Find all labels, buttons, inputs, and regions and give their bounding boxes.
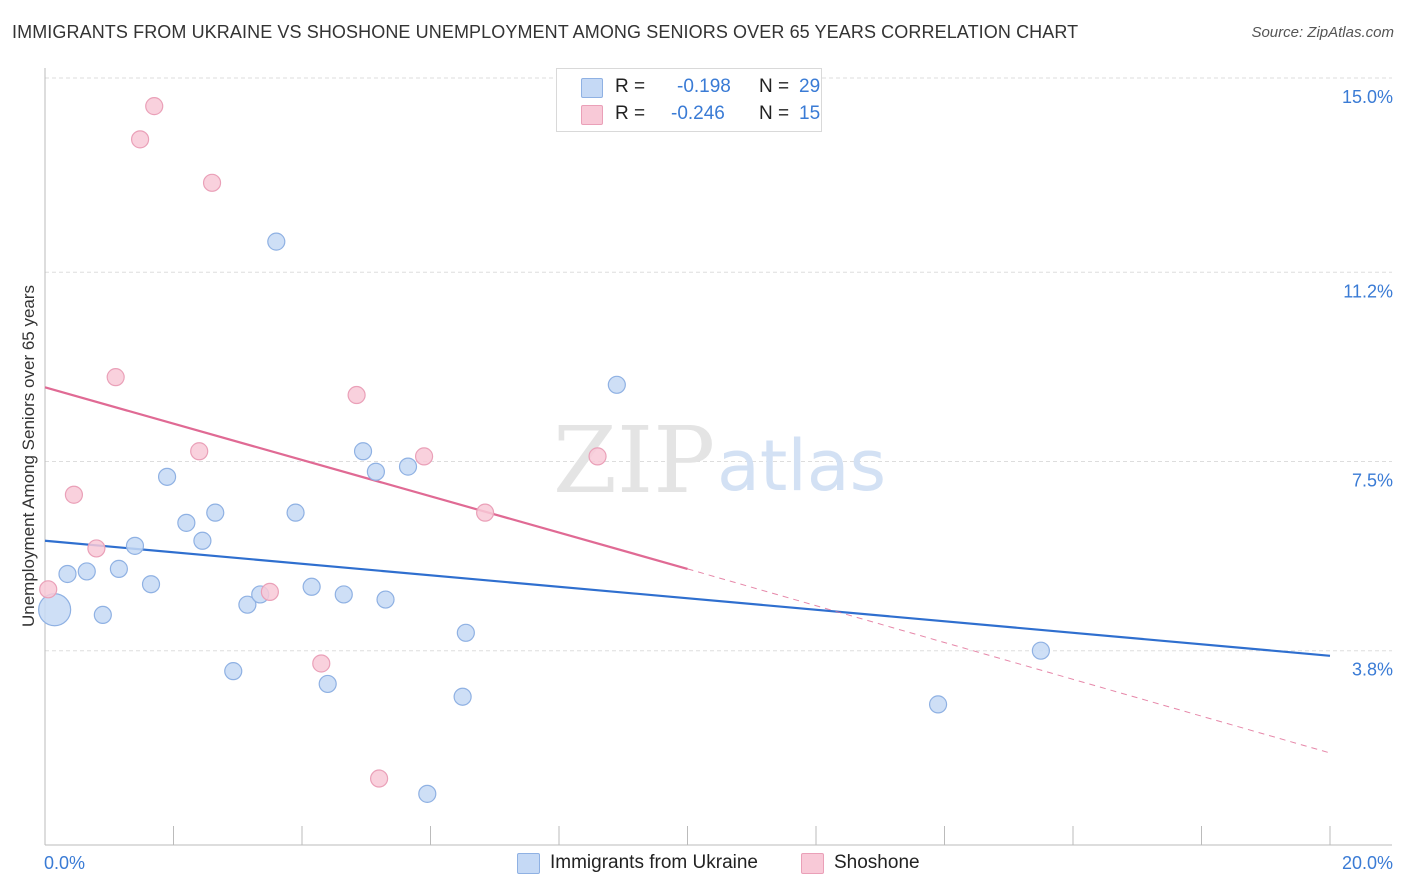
point-ukraine [77, 562, 96, 581]
point-ukraine [109, 559, 128, 578]
legend-n-value: 29 [799, 76, 821, 97]
point-ukraine [376, 590, 395, 609]
point-shoshone [476, 503, 495, 522]
watermark-atlas: atlas [717, 425, 886, 507]
point-shoshone [190, 442, 209, 461]
point-ukraine [353, 442, 373, 461]
point-ukraine [453, 687, 472, 706]
point-ukraine [141, 575, 161, 594]
point-ukraine [418, 784, 437, 803]
legend-r-value: -0.198 [677, 76, 731, 97]
legend-r-label: R = [615, 76, 646, 97]
legend-swatch-pink [581, 105, 603, 125]
axes [44, 68, 1392, 846]
source-label: Source: ZipAtlas.com [1251, 24, 1394, 41]
point-shoshone [414, 447, 434, 466]
point-shoshone [106, 368, 125, 387]
x-tick-label: 20.0% [1342, 853, 1393, 873]
point-ukraine [318, 674, 337, 694]
trend-line-shoshone-extension [687, 568, 1331, 754]
point-shoshone [145, 97, 164, 116]
trend-lines [44, 386, 1331, 754]
data-points [38, 97, 1050, 803]
point-ukraine [38, 593, 72, 627]
y-tick-label: 3.8% [1352, 660, 1393, 680]
watermark: ZIP atlas [553, 407, 886, 514]
y-tick-label: 15.0% [1342, 87, 1393, 107]
y-tick-label: 11.2% [1343, 281, 1393, 301]
legend-n-label: N = [759, 103, 790, 124]
bottom-legend-label: Immigrants from Ukraine [550, 852, 758, 873]
point-ukraine [286, 503, 305, 522]
point-shoshone [202, 173, 222, 192]
point-shoshone [347, 385, 366, 405]
bottom-legend-swatch-pink [801, 853, 824, 874]
point-ukraine [58, 564, 77, 584]
point-ukraine [928, 695, 948, 714]
trend-line-ukraine [44, 539, 1331, 657]
point-ukraine [302, 577, 321, 596]
trend-line-shoshone [44, 386, 688, 570]
point-shoshone [64, 485, 84, 504]
point-ukraine [206, 503, 225, 522]
y-axis-label: Unemployment Among Seniors over 65 years [19, 285, 38, 627]
watermark-zip: ZIP [553, 407, 715, 514]
legend-n-value: 15 [799, 103, 821, 124]
point-shoshone [370, 769, 389, 788]
point-shoshone [130, 130, 150, 149]
legend-n-label: N = [759, 76, 790, 97]
legend-r-value: -0.246 [671, 103, 725, 124]
point-ukraine [125, 536, 145, 555]
legend-swatch-blue [581, 78, 603, 98]
tick-labels: 3.8% 7.5% 11.2% 15.0% 0.0% 20.0% [44, 87, 1393, 873]
point-ukraine [267, 232, 286, 251]
point-ukraine [193, 531, 212, 550]
bottom-legend-swatch-blue [517, 853, 540, 874]
point-shoshone [87, 539, 106, 558]
point-ukraine [334, 585, 353, 604]
chart-title: IMMIGRANTS FROM UKRAINE VS SHOSHONE UNEM… [12, 22, 1079, 42]
point-ukraine [456, 623, 475, 642]
point-ukraine [607, 375, 626, 394]
point-shoshone [312, 654, 331, 673]
legend-r-label: R = [615, 103, 646, 124]
point-ukraine [238, 595, 257, 614]
point-shoshone [39, 580, 58, 599]
grid-lines [45, 77, 1392, 652]
bottom-legend-label: Shoshone [834, 852, 920, 873]
stats-legend: R = -0.198 N = 29 R = -0.246 N = 15 [556, 68, 822, 132]
point-ukraine [157, 467, 177, 486]
point-ukraine [366, 462, 385, 481]
point-ukraine [224, 662, 243, 681]
point-ukraine [1031, 641, 1050, 660]
point-ukraine [177, 513, 196, 532]
x-tick-label: 0.0% [44, 853, 85, 873]
y-tick-label: 7.5% [1352, 471, 1393, 491]
point-shoshone [588, 447, 607, 466]
point-ukraine [398, 457, 418, 476]
point-ukraine [93, 605, 112, 625]
point-shoshone [260, 582, 279, 601]
